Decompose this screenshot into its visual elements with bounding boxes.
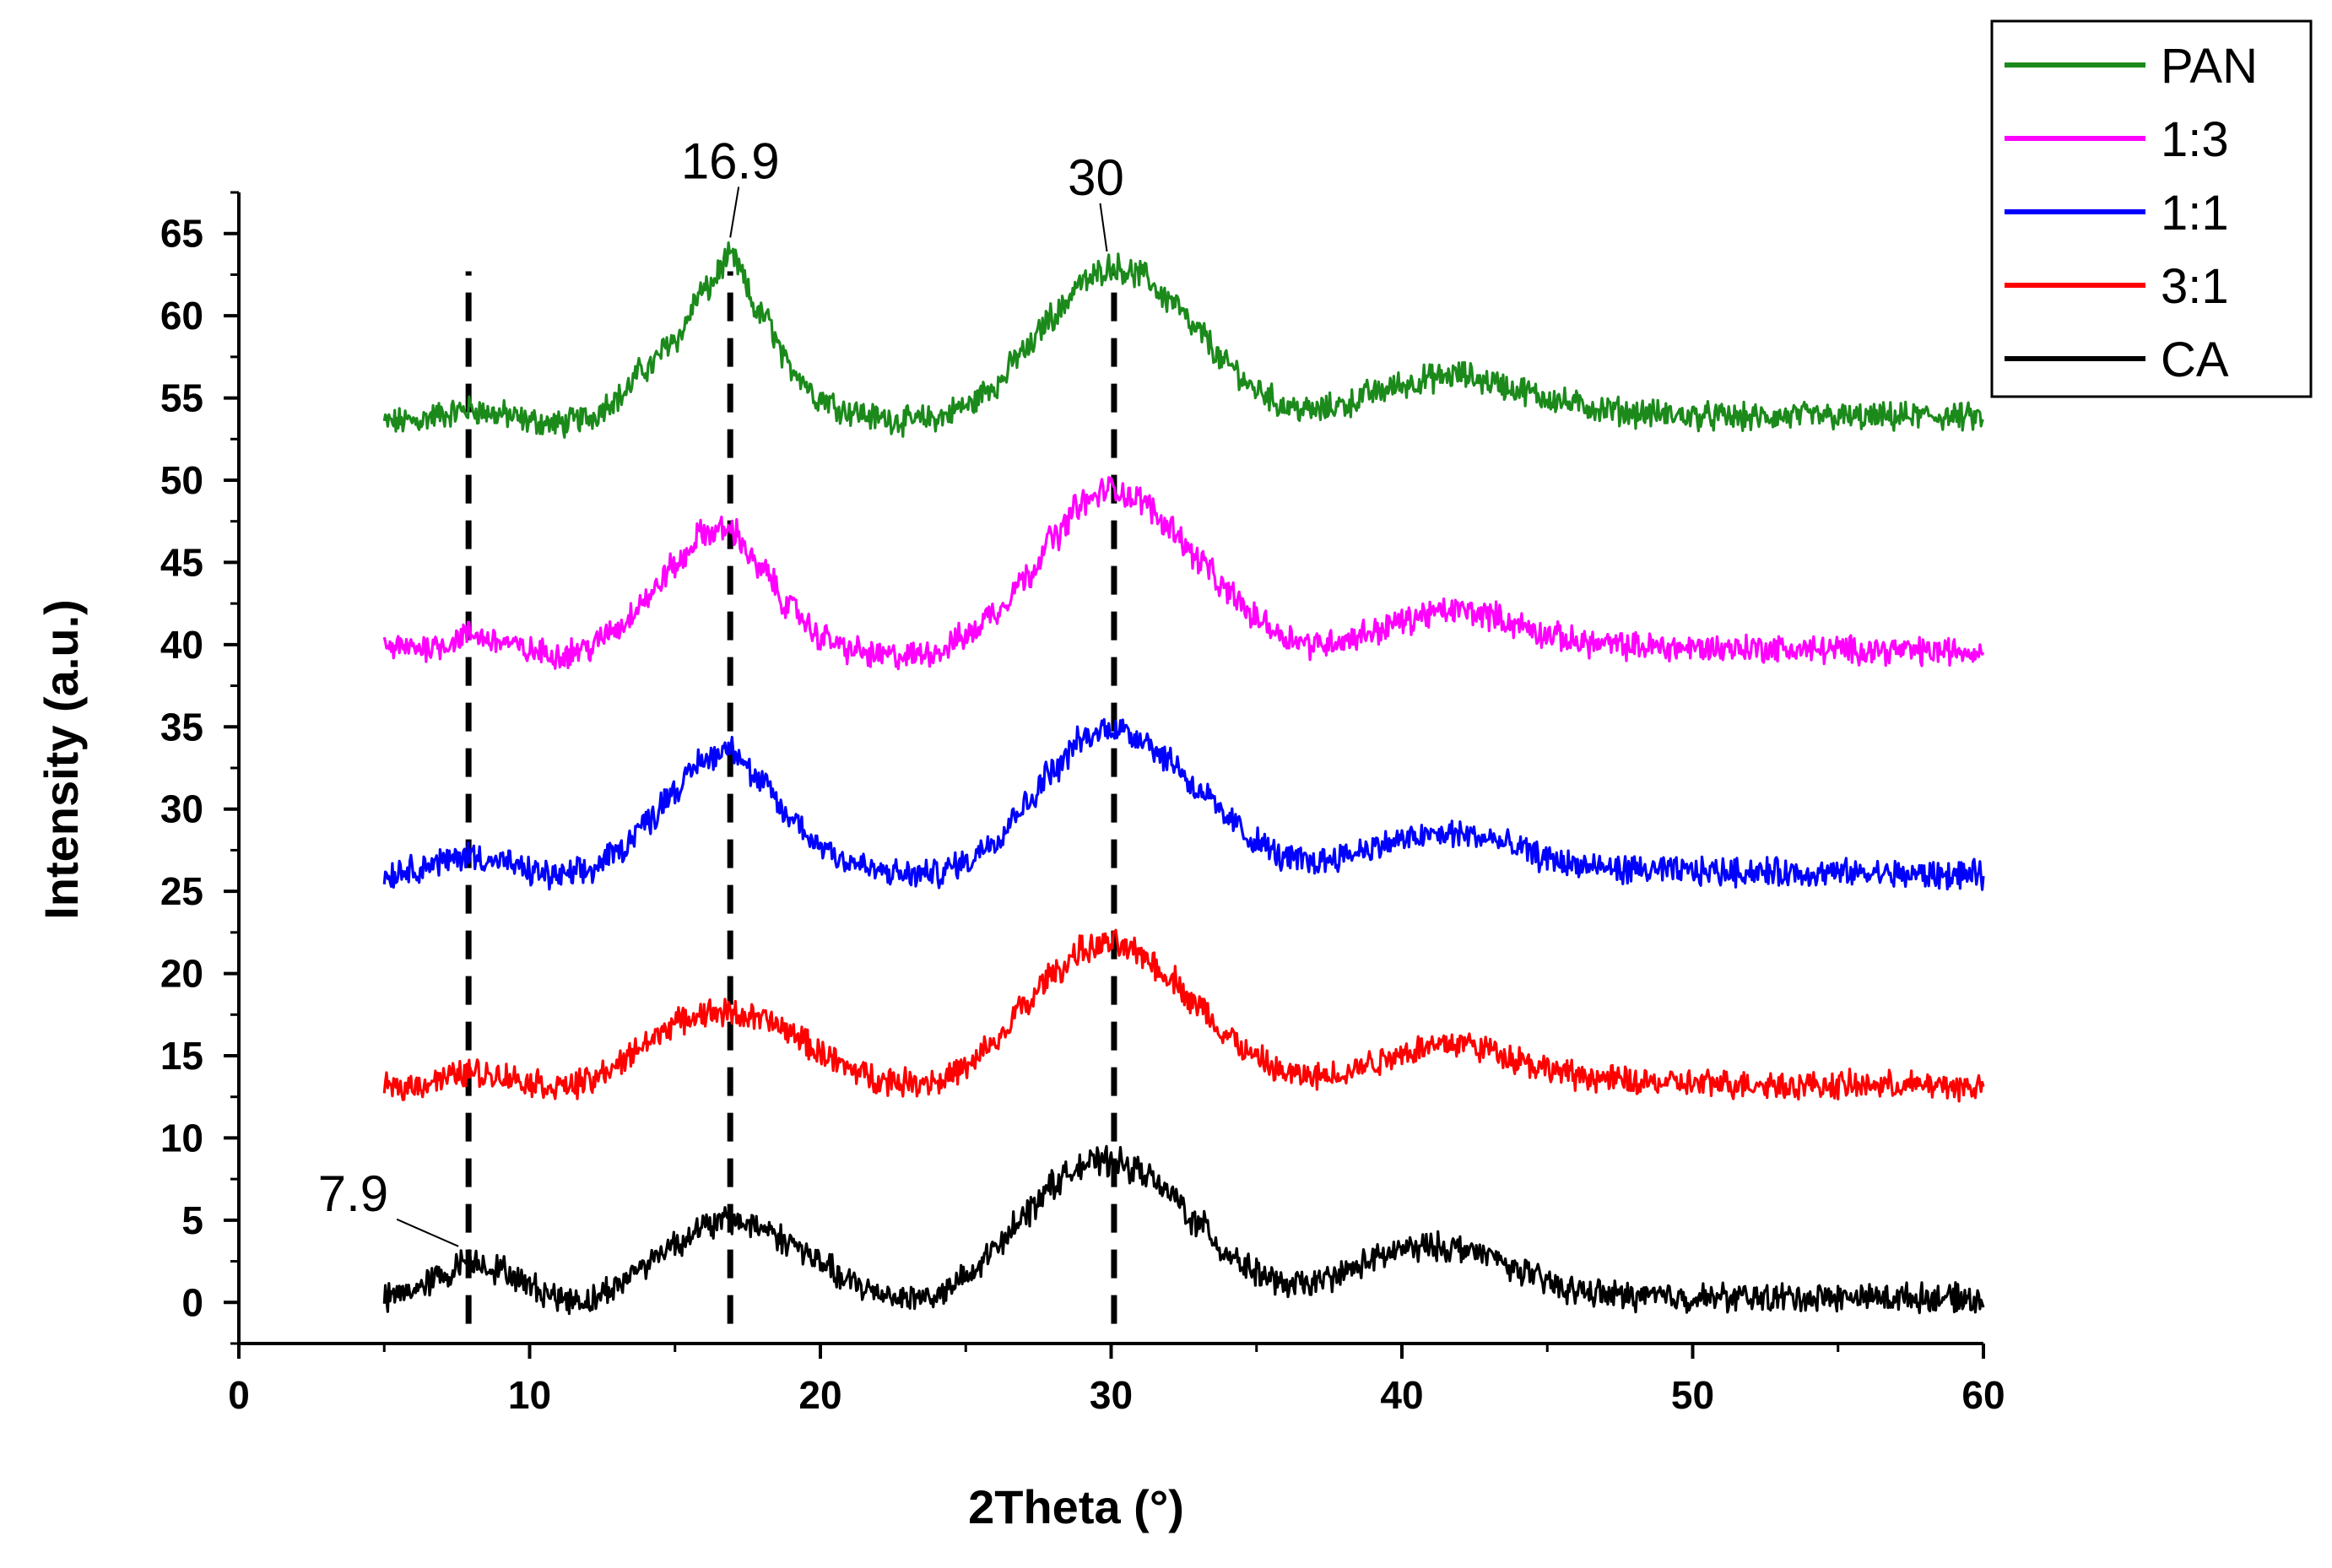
peak-leader <box>1099 203 1108 252</box>
y-tick-label: 65 <box>160 212 203 256</box>
y-axis-title: Intensity (a.u.) <box>35 599 88 920</box>
annotations: 7.9 16.9 30 <box>318 132 1124 1247</box>
legend-label: CA <box>2161 333 2229 387</box>
legend-box <box>1990 19 2313 398</box>
x-tick-label: 30 <box>1090 1373 1133 1417</box>
x-tick-label: 0 <box>228 1373 250 1417</box>
peak-label: 7.9 <box>318 1165 388 1222</box>
series-line-ca <box>382 1144 1985 1316</box>
legend-label: 1:1 <box>2161 186 2229 241</box>
legend-label: 1:3 <box>2161 112 2229 167</box>
x-tick-label: 10 <box>508 1373 551 1417</box>
x-tick-label: 20 <box>798 1373 841 1417</box>
y-tick-label: 10 <box>160 1116 203 1160</box>
x-tick-label: 50 <box>1671 1373 1714 1417</box>
series-layer <box>382 241 1985 1316</box>
y-tick-label: 20 <box>160 952 203 996</box>
legend: PAN 1:3 1:1 3:1 CA <box>1990 19 2313 398</box>
legend-label: PAN <box>2161 39 2258 94</box>
y-tick-label: 15 <box>160 1034 203 1078</box>
peak-label: 16.9 <box>681 132 780 189</box>
y-tick-label: 25 <box>160 869 203 913</box>
reference-lines <box>465 271 1117 1324</box>
series-line-pan <box>382 241 1985 439</box>
peak-leader <box>729 187 740 238</box>
y-tick-label: 40 <box>160 623 203 667</box>
y-tick-label: 0 <box>181 1280 203 1324</box>
axes: 0 10 20 30 40 50 60 0 5 10 15 20 25 30 35 40 45 50 55 60 65 <box>160 191 2005 1417</box>
peak-leader <box>396 1218 459 1247</box>
y-tick-label: 30 <box>160 787 203 831</box>
series-line-1-3 <box>382 476 1985 671</box>
x-axis-title: 2Theta (°) <box>968 1480 1184 1533</box>
y-tick-label: 35 <box>160 705 203 749</box>
y-tick-label: 55 <box>160 376 203 420</box>
y-tick-label: 45 <box>160 540 203 584</box>
peak-label: 30 <box>1068 149 1124 206</box>
x-tick-label: 40 <box>1380 1373 1423 1417</box>
y-tick-label: 50 <box>160 458 203 502</box>
y-tick-label: 60 <box>160 294 203 338</box>
series-line-1-1 <box>382 717 1985 891</box>
series-line-3-1 <box>382 928 1985 1103</box>
x-tick-label: 60 <box>1961 1373 2005 1417</box>
legend-label: 3:1 <box>2161 259 2229 314</box>
y-tick-label: 5 <box>181 1198 203 1242</box>
